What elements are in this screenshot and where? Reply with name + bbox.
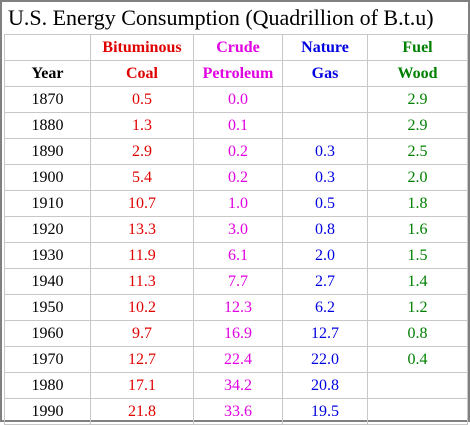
cell-gas: 0.5: [282, 190, 368, 217]
header-coal-top: Bituminous: [90, 34, 194, 61]
cell-year: 1960: [4, 320, 91, 347]
cell-year: 1880: [4, 112, 91, 139]
cell-coal: 12.7: [90, 346, 194, 373]
cell-coal: 10.7: [90, 190, 194, 217]
cell-wood: 2.0: [367, 164, 468, 191]
cell-gas: 2.7: [282, 268, 368, 295]
header-gas: Gas: [282, 60, 368, 87]
cell-wood: 1.8: [367, 190, 468, 217]
cell-year: 1970: [4, 346, 91, 373]
cell-wood: 1.6: [367, 216, 468, 243]
cell-crude: 1.0: [193, 190, 283, 217]
cell-wood: 0.4: [367, 346, 468, 373]
header-row-2: Year Coal Petroleum Gas Wood: [4, 60, 468, 87]
cell-coal: 1.3: [90, 112, 194, 139]
cell-coal: 10.2: [90, 294, 194, 321]
cell-coal: 17.1: [90, 372, 194, 399]
table-row: 1910 10.7 1.0 0.5 1.8: [4, 190, 468, 217]
header-crude-top: Crude: [193, 34, 283, 61]
cell-gas: 12.7: [282, 320, 368, 347]
cell-coal: 11.3: [90, 268, 194, 295]
cell-crude: 0.1: [193, 112, 283, 139]
table-row: 1970 12.7 22.4 22.0 0.4: [4, 346, 468, 373]
cell-coal: 21.8: [90, 398, 194, 425]
cell-crude: 7.7: [193, 268, 283, 295]
cell-year: 1990: [4, 398, 91, 425]
cell-coal: 11.9: [90, 242, 194, 269]
cell-crude: 33.6: [193, 398, 283, 425]
table-row: 1960 9.7 16.9 12.7 0.8: [4, 320, 468, 347]
cell-gas: 6.2: [282, 294, 368, 321]
energy-consumption-table: Bituminous Crude Nature Fuel Year Coal P…: [4, 34, 468, 425]
cell-year: 1900: [4, 164, 91, 191]
cell-coal: 2.9: [90, 138, 194, 165]
cell-wood: 2.9: [367, 86, 468, 113]
header-wood: Wood: [367, 60, 468, 87]
cell-crude: 16.9: [193, 320, 283, 347]
header-year: Year: [4, 60, 91, 87]
cell-gas: 0.8: [282, 216, 368, 243]
cell-crude: 0.0: [193, 86, 283, 113]
table-row: 1980 17.1 34.2 20.8: [4, 372, 468, 399]
header-crude: Petroleum: [193, 60, 283, 87]
cell-crude: 22.4: [193, 346, 283, 373]
cell-gas: 2.0: [282, 242, 368, 269]
cell-wood: 2.9: [367, 112, 468, 139]
cell-coal: 13.3: [90, 216, 194, 243]
cell-gas: 22.0: [282, 346, 368, 373]
cell-wood: [367, 398, 468, 425]
header-row-1: Bituminous Crude Nature Fuel: [4, 34, 468, 61]
table-row: 1870 0.5 0.0 2.9: [4, 86, 468, 113]
header-wood-top: Fuel: [367, 34, 468, 61]
cell-year: 1980: [4, 372, 91, 399]
cell-year: 1890: [4, 138, 91, 165]
table-row: 1890 2.9 0.2 0.3 2.5: [4, 138, 468, 165]
cell-crude: 12.3: [193, 294, 283, 321]
header-coal: Coal: [90, 60, 194, 87]
cell-year: 1940: [4, 268, 91, 295]
cell-year: 1950: [4, 294, 91, 321]
cell-wood: 1.5: [367, 242, 468, 269]
cell-crude: 34.2: [193, 372, 283, 399]
cell-coal: 9.7: [90, 320, 194, 347]
cell-gas: 19.5: [282, 398, 368, 425]
cell-year: 1920: [4, 216, 91, 243]
cell-year: 1930: [4, 242, 91, 269]
table-row: 1880 1.3 0.1 2.9: [4, 112, 468, 139]
cell-year: 1910: [4, 190, 91, 217]
cell-gas: 0.3: [282, 164, 368, 191]
cell-coal: 0.5: [90, 86, 194, 113]
cell-wood: 1.4: [367, 268, 468, 295]
cell-gas: [282, 112, 368, 139]
cell-coal: 5.4: [90, 164, 194, 191]
cell-crude: 3.0: [193, 216, 283, 243]
cell-wood: 2.5: [367, 138, 468, 165]
cell-wood: [367, 372, 468, 399]
cell-gas: 0.3: [282, 138, 368, 165]
table-row: 1990 21.8 33.6 19.5: [4, 398, 468, 425]
header-gas-top: Nature: [282, 34, 368, 61]
table-row: 1920 13.3 3.0 0.8 1.6: [4, 216, 468, 243]
header-year-top: [4, 34, 91, 61]
cell-gas: [282, 86, 368, 113]
cell-gas: 20.8: [282, 372, 368, 399]
table-title: U.S. Energy Consumption (Quadrillion of …: [8, 5, 434, 30]
cell-year: 1870: [4, 86, 91, 113]
cell-crude: 6.1: [193, 242, 283, 269]
table-row: 1900 5.4 0.2 0.3 2.0: [4, 164, 468, 191]
cell-crude: 0.2: [193, 164, 283, 191]
cell-wood: 0.8: [367, 320, 468, 347]
table-row: 1940 11.3 7.7 2.7 1.4: [4, 268, 468, 295]
table-row: 1930 11.9 6.1 2.0 1.5: [4, 242, 468, 269]
cell-crude: 0.2: [193, 138, 283, 165]
cell-wood: 1.2: [367, 294, 468, 321]
table-row: 1950 10.2 12.3 6.2 1.2: [4, 294, 468, 321]
